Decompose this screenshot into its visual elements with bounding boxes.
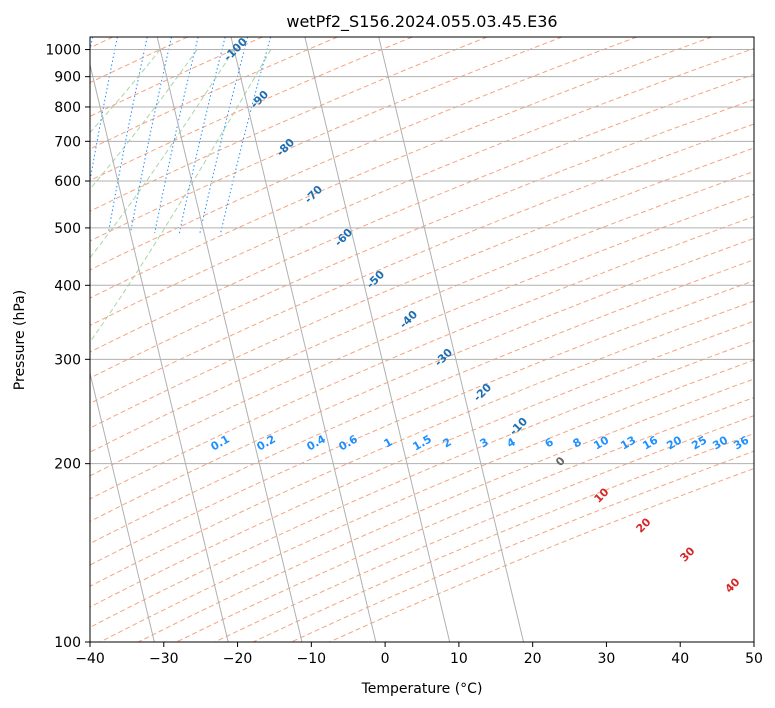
x-tick-label: 30	[598, 651, 616, 667]
x-tick-label: −20	[223, 651, 253, 667]
dry-adiabat-line	[90, 37, 338, 150]
dry-adiabat-line	[90, 37, 637, 271]
mixing-ratio-line	[220, 37, 272, 234]
mixing-ratio-labels: 0.1 0.2 0.4 0.6 1 1.5 2 3 4 6 8 10 13 16 20 25 30 36	[209, 432, 752, 453]
plot-background	[90, 37, 754, 642]
dry-adiabat-line	[90, 37, 712, 299]
dry-adiabat-line	[90, 37, 563, 242]
x-axis-label: Temperature (°C)	[361, 681, 483, 697]
dry-adiabat-line	[176, 397, 754, 642]
moist-adiabat-line	[90, 49, 235, 259]
y-tick-label: 400	[54, 278, 81, 294]
y-axis: 1000 900 800 700 600 500 400 300 200 100	[45, 43, 90, 651]
mixing-ratio-line	[199, 37, 249, 234]
isobars	[90, 49, 754, 642]
background-lines	[0, 37, 754, 642]
x-tick-label: −40	[75, 651, 105, 667]
y-tick-label: 900	[54, 70, 81, 86]
x-tick-label: −10	[297, 651, 327, 667]
dry-adiabat-line	[90, 215, 754, 500]
dry-adiabat-line	[90, 170, 754, 453]
x-tick-label: 20	[524, 651, 542, 667]
dry-adiabat-line	[90, 37, 188, 84]
dry-adiabat-line	[90, 193, 754, 477]
mixing-ratio-lines	[0, 37, 272, 234]
isotherm-line	[304, 37, 451, 642]
y-axis-label: Pressure (hPa)	[12, 290, 28, 390]
isotherm-line	[90, 371, 155, 642]
plot-frame	[89, 36, 755, 643]
dry-adiabat-line	[90, 73, 754, 353]
moist-adiabat-line	[90, 49, 198, 190]
isotherm-line	[0, 37, 7, 642]
dry-adiabat-line	[90, 47, 754, 326]
isotherm-line	[156, 37, 303, 642]
dry-adiabat-line	[138, 378, 754, 642]
mixing-ratio-line	[154, 37, 199, 234]
mixing-ratio-line	[0, 37, 19, 233]
dry-adiabats	[90, 37, 754, 642]
mixing-ratio-line	[107, 37, 148, 234]
chart-title: wetPf2_S156.2024.055.03.45.E36	[286, 12, 557, 32]
y-tick-label: 500	[54, 221, 81, 237]
y-tick-label: 100	[54, 635, 81, 651]
moist-adiabat-line	[0, 50, 13, 630]
x-tick-label: 40	[671, 651, 689, 667]
y-tick-label: 800	[54, 100, 81, 116]
mixing-ratio-line	[178, 37, 226, 234]
dry-adiabat-line	[90, 37, 413, 182]
y-tick-label: 700	[54, 134, 81, 150]
mixing-ratio-line	[129, 37, 172, 234]
x-tick-label: −30	[149, 651, 179, 667]
y-tick-label: 200	[54, 457, 81, 473]
isotherms	[0, 37, 525, 642]
dry-adiabat-line	[90, 123, 754, 404]
moist-adiabats	[0, 49, 272, 630]
isotherm-line	[90, 62, 229, 642]
x-axis: −40 −30 −20 −10 0 10 20 30 40 50	[75, 642, 763, 667]
y-tick-label: 600	[54, 174, 81, 190]
dry-adiabat-line	[99, 359, 754, 642]
x-tick-label: 50	[745, 651, 763, 667]
x-tick-label: 10	[450, 651, 468, 667]
isotherm-line	[378, 37, 525, 642]
mixing-ratio-line	[90, 37, 118, 184]
plot-area	[90, 37, 754, 642]
x-tick-label: 0	[381, 651, 390, 667]
y-tick-label: 1000	[45, 43, 81, 59]
isotherm-line	[230, 37, 377, 642]
y-tick-label: 300	[54, 352, 81, 368]
dry-adiabat-line	[90, 147, 754, 429]
moist-adiabat-line	[90, 49, 272, 343]
